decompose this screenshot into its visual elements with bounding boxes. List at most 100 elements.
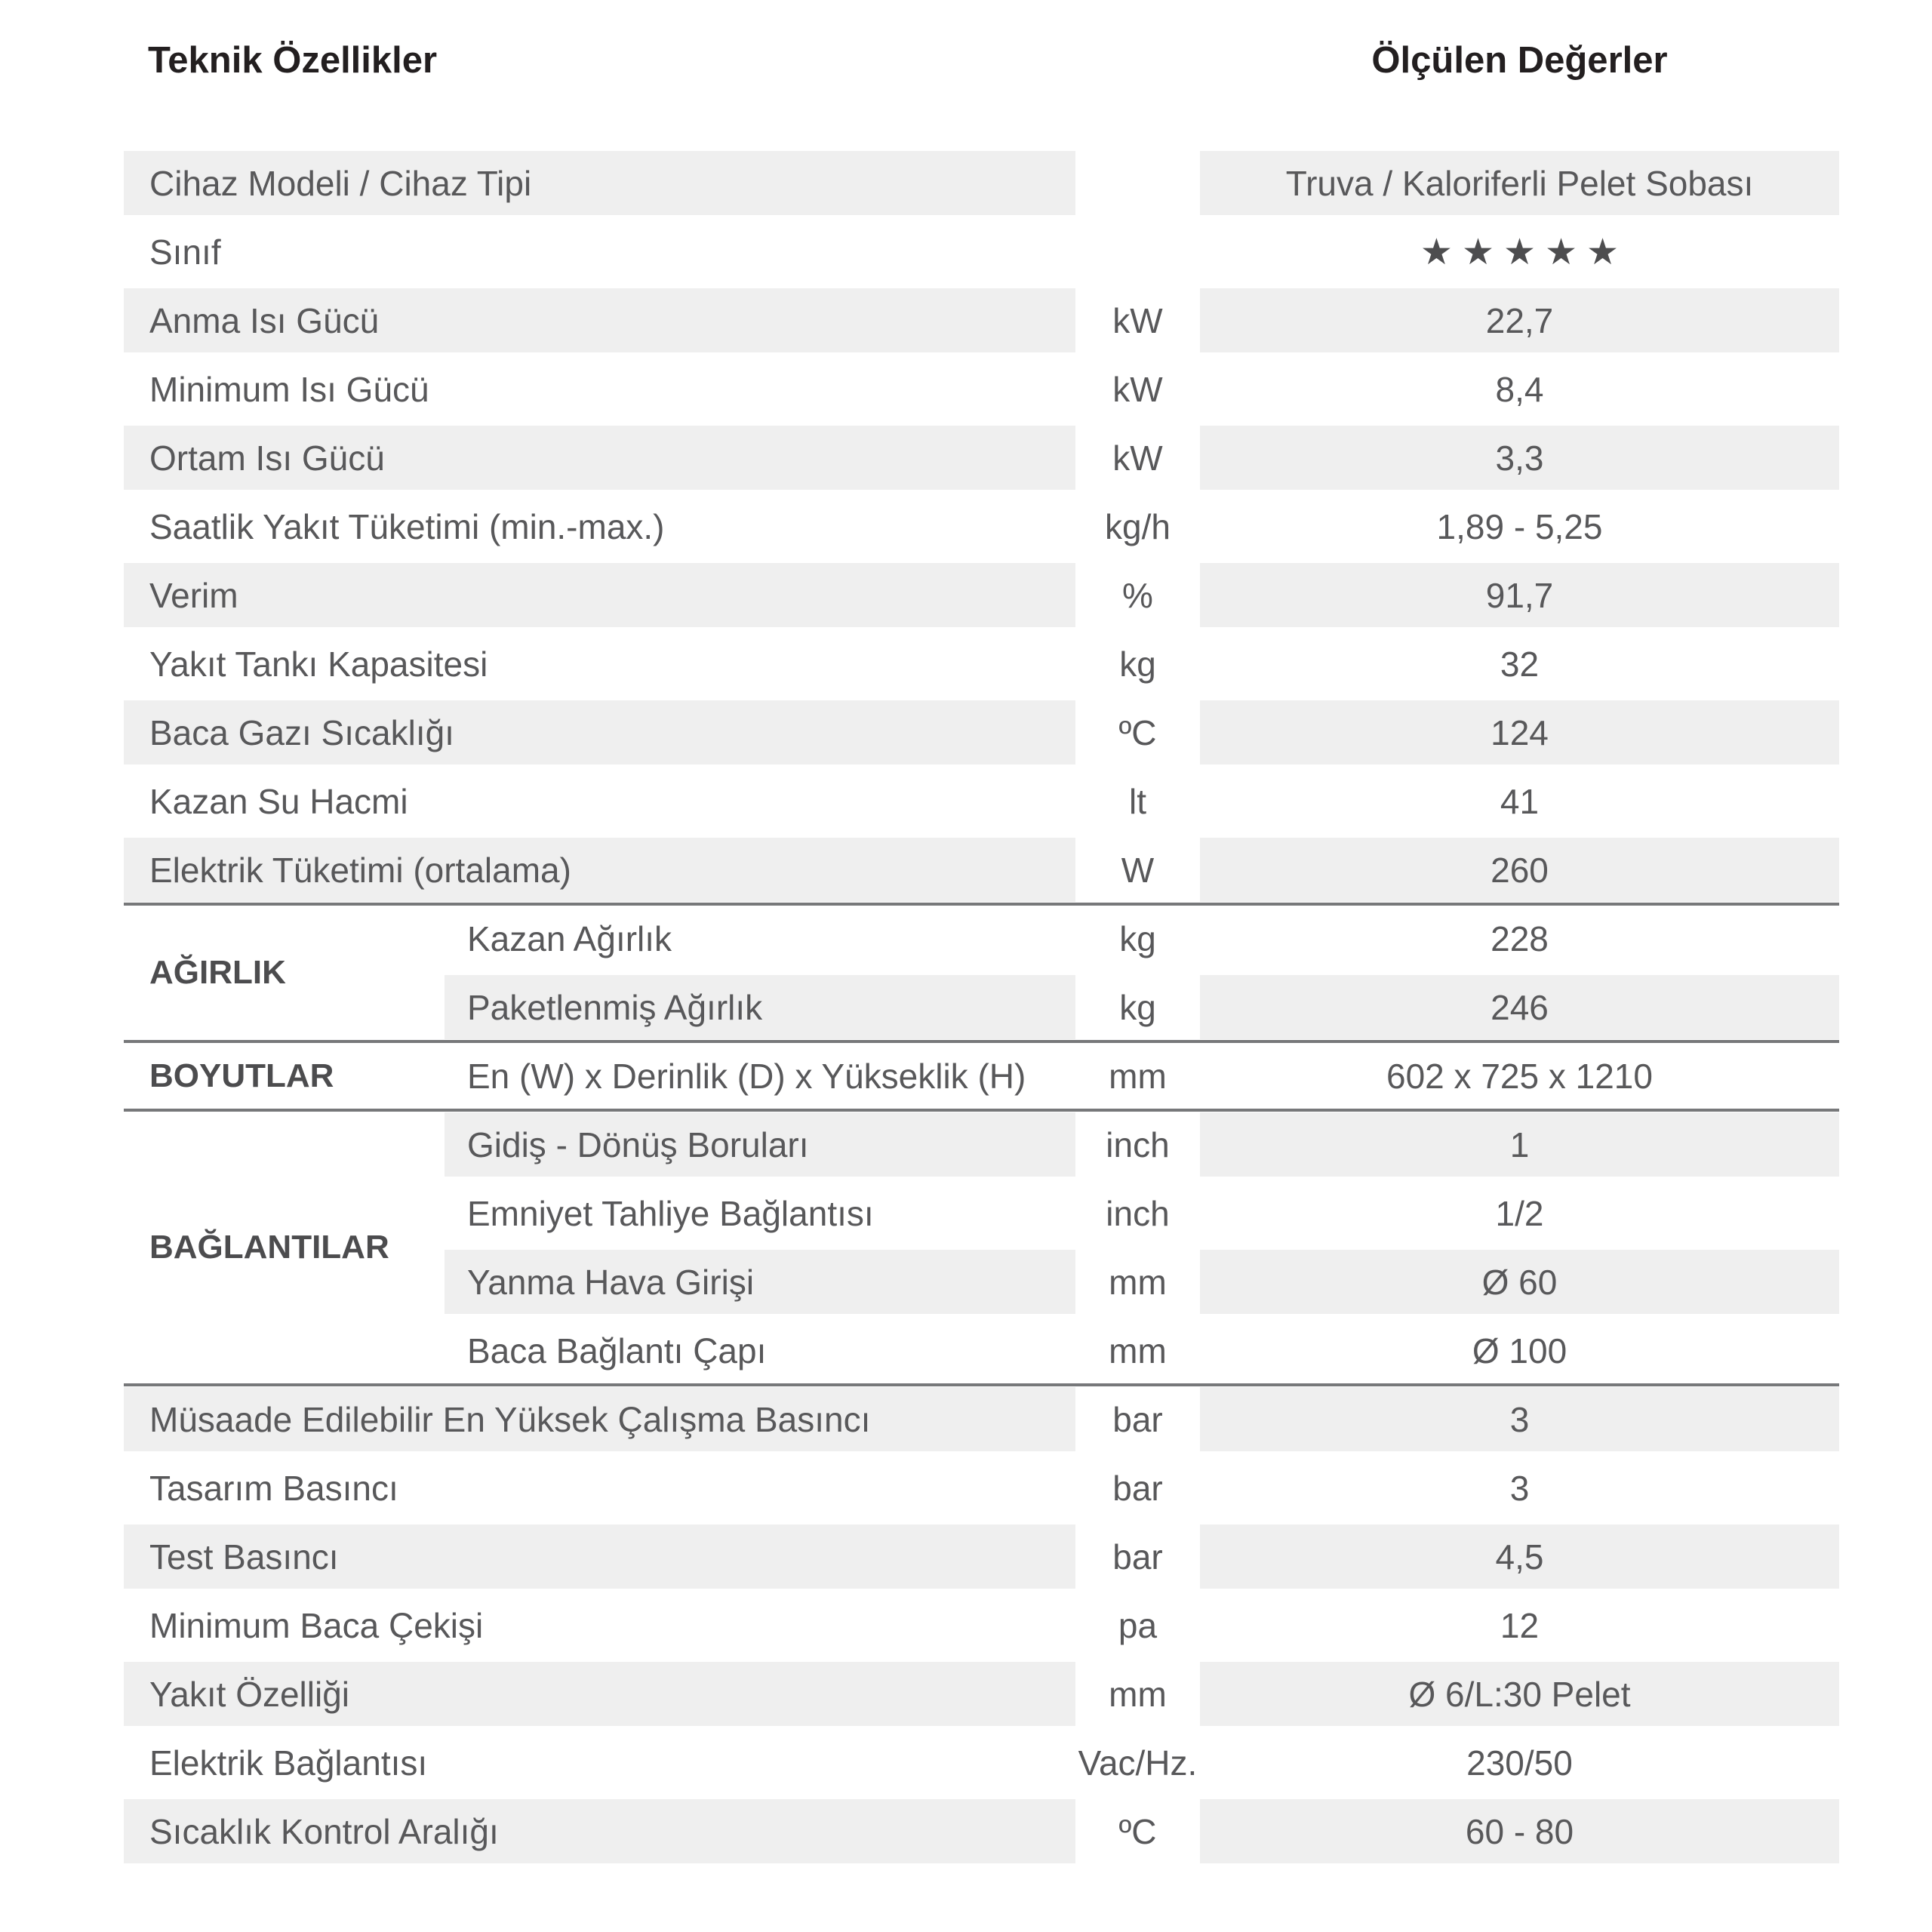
- unit-label: inch: [1106, 1124, 1170, 1164]
- value-cell: 3: [1200, 1387, 1839, 1451]
- spec-label: Yakıt Özelliği: [124, 1662, 1075, 1726]
- spec-label: Baca Gazı Sıcaklığı: [124, 700, 1075, 764]
- spec-label: Yanma Hava Girişi: [445, 1250, 1075, 1314]
- spec-row: Verim% 91,7: [124, 561, 1839, 629]
- spec-row: Anma Isı Gücü kW 22,7: [124, 286, 1839, 355]
- spec-label: Cihaz Modeli / Cihaz Tipi: [124, 151, 1075, 215]
- section-divider: [124, 1040, 1839, 1043]
- group-label: AĞIRLIK: [149, 954, 286, 991]
- spec-label: Elektrik Tüketimi (ortalama): [124, 838, 1075, 902]
- spec-label: Elektrik Bağlantısı: [149, 1743, 428, 1783]
- spec-label: Sıcaklık Kontrol Aralığı: [124, 1799, 1075, 1863]
- spec-row: Minimum Isı Gücü kW 8,4: [124, 355, 1839, 423]
- value-cell: 91,7: [1200, 563, 1839, 627]
- spec-row: Saatlik Yakıt Tüketimi (min.-max.) kg/h 1,…: [124, 492, 1839, 561]
- spec-row: Yanma Hava Girişi mm Ø 60: [124, 1247, 1839, 1316]
- unit-label: mm: [1109, 1056, 1167, 1096]
- value-cell: 1,89 - 5,25: [1436, 506, 1603, 546]
- spec-label: Tasarım Basıncı: [149, 1468, 398, 1508]
- spec-row: Emniyet Tahliye Bağlantısı inch 1/2: [124, 1179, 1839, 1247]
- spec-table: Cihaz Modeli / Cihaz Tipi Truva / Kalorif…: [124, 149, 1839, 1866]
- spec-label: Kazan Ağırlık: [467, 918, 672, 958]
- value-cell: 12: [1500, 1605, 1540, 1645]
- spec-label: Verim: [124, 563, 1075, 627]
- spec-label: Yakıt Tankı Kapasitesi: [149, 644, 488, 684]
- stars-rating: ★★★★★: [1200, 220, 1839, 284]
- spec-label: Müsaade Edilebilir En Yüksek Çalışma Bas…: [124, 1387, 1075, 1451]
- spec-row: Ortam Isı Gücü kW 3,3: [124, 423, 1839, 492]
- spec-label: Baca Bağlantı Çapı: [467, 1331, 767, 1371]
- unit-label: kg/h: [1105, 506, 1171, 546]
- value-cell: 124: [1200, 700, 1839, 764]
- group-label: BOYUTLAR: [149, 1057, 334, 1094]
- value-cell: 22,7: [1200, 288, 1839, 352]
- value-cell: 228: [1491, 918, 1549, 958]
- unit-label: W: [1121, 850, 1155, 890]
- unit-label: mm: [1109, 1262, 1167, 1302]
- value-cell: Ø 100: [1472, 1331, 1567, 1371]
- spec-row: Sınıf ★★★★★: [124, 217, 1839, 286]
- spec-group: AĞIRLIK Kazan Ağırlık kg 228 Paketlenmiş Ağı…: [124, 904, 1839, 1041]
- spec-row: En (W) x Derinlik (D) x Yükseklik (H) mm 6…: [124, 1041, 1839, 1110]
- spec-row: Baca Gazı Sıcaklığı ºC 124: [124, 698, 1839, 767]
- page-title-measured-values: Ölçülen Değerler: [1371, 40, 1668, 81]
- star-icons: ★★★★★: [1420, 232, 1629, 272]
- spec-row: Paketlenmiş Ağırlık kg 246: [124, 973, 1839, 1041]
- value-cell: 60 - 80: [1200, 1799, 1839, 1863]
- spec-row: Elektrik Bağlantısı Vac/Hz. 230/50: [124, 1728, 1839, 1797]
- spec-label: En (W) x Derinlik (D) x Yükseklik (H): [467, 1056, 1026, 1096]
- unit-label: kW: [1112, 369, 1163, 409]
- unit-label: mm: [1109, 1674, 1167, 1714]
- value-cell: Ø 6/L:30 Pelet: [1200, 1662, 1839, 1726]
- spec-row: Tasarım Basıncı bar 3: [124, 1454, 1839, 1522]
- spec-row: Kazan Su Hacmi lt 41: [124, 767, 1839, 835]
- spec-group: BAĞLANTILAR Gidiş - Dönüş Boruları inch 1 Em…: [124, 1110, 1839, 1385]
- unit-label: [1075, 151, 1200, 215]
- value-cell: 41: [1500, 781, 1540, 821]
- unit-label: ºC: [1118, 712, 1157, 752]
- spec-row: Elektrik Tüketimi (ortalama) W 260: [124, 835, 1839, 904]
- spec-row: Cihaz Modeli / Cihaz Tipi Truva / Kalorif…: [124, 149, 1839, 217]
- spec-label: Gidiş - Dönüş Boruları: [445, 1112, 1075, 1177]
- spec-row: Gidiş - Dönüş Boruları inch 1: [124, 1110, 1839, 1179]
- spec-label: Emniyet Tahliye Bağlantısı: [467, 1193, 874, 1233]
- unit-label: [1075, 220, 1200, 284]
- group-label: BAĞLANTILAR: [149, 1229, 389, 1266]
- spec-label: Test Basıncı: [124, 1524, 1075, 1589]
- unit-label: bar: [1112, 1399, 1163, 1439]
- unit-label: kg: [1119, 918, 1156, 958]
- spec-group: BOYUTLAR En (W) x Derinlik (D) x Yüksekli…: [124, 1041, 1839, 1110]
- value-cell: Ø 60: [1200, 1250, 1839, 1314]
- spec-row: Yakıt Tankı Kapasitesi kg 32: [124, 629, 1839, 698]
- spec-label: Anma Isı Gücü: [124, 288, 1075, 352]
- spec-row: Kazan Ağırlık kg 228: [124, 904, 1839, 973]
- spec-row: Minimum Baca Çekişi pa 12: [124, 1591, 1839, 1660]
- value-cell: 1/2: [1495, 1193, 1544, 1233]
- unit-label: %: [1122, 575, 1153, 615]
- spec-label: Sınıf: [149, 232, 221, 272]
- value-cell: 230/50: [1466, 1743, 1573, 1783]
- spec-row: Müsaade Edilebilir En Yüksek Çalışma Bas…: [124, 1385, 1839, 1454]
- spec-label: Paketlenmiş Ağırlık: [445, 975, 1075, 1039]
- value-cell: 1: [1200, 1112, 1839, 1177]
- spec-label: Minimum Isı Gücü: [149, 369, 429, 409]
- section-divider: [124, 903, 1839, 906]
- value-cell: 3: [1509, 1468, 1530, 1508]
- value-cell: 8,4: [1495, 369, 1544, 409]
- unit-label: kW: [1112, 300, 1163, 340]
- unit-label: Vac/Hz.: [1078, 1743, 1198, 1783]
- spec-label: Kazan Su Hacmi: [149, 781, 408, 821]
- unit-label: inch: [1106, 1193, 1170, 1233]
- page-title-technical-specs: Teknik Özellikler: [148, 40, 438, 81]
- value-cell: 3,3: [1200, 426, 1839, 490]
- spec-row: Test Basıncı bar 4,5: [124, 1522, 1839, 1591]
- spec-row: Baca Bağlantı Çapı mm Ø 100: [124, 1316, 1839, 1385]
- section-divider: [124, 1383, 1839, 1386]
- value-cell: 260: [1200, 838, 1839, 902]
- unit-label: mm: [1109, 1331, 1167, 1371]
- unit-label: kg: [1119, 987, 1156, 1027]
- unit-label: bar: [1112, 1537, 1163, 1577]
- unit-label: pa: [1118, 1605, 1158, 1645]
- unit-label: bar: [1112, 1468, 1163, 1508]
